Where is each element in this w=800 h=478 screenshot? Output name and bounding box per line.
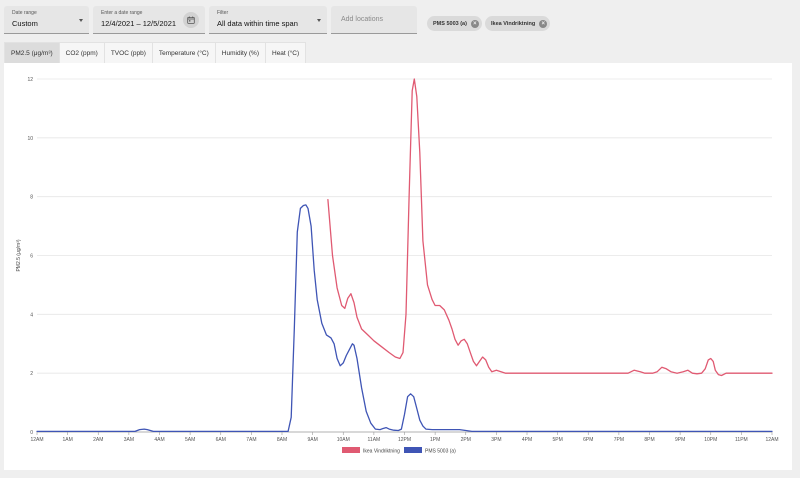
x-tick-label: 9PM — [675, 437, 685, 443]
y-axis-label: PM2.5 (μg/m³) — [16, 239, 22, 271]
date-range-input[interactable]: Enter a date range 12/4/2021 – 12/5/2021 — [93, 6, 205, 34]
filter-label: Filter — [217, 10, 229, 16]
y-tick-label: 2 — [30, 371, 33, 377]
metric-tabs: PM2.5 (μg/m³) CO2 (ppm) TVOC (ppb) Tempe… — [4, 42, 307, 63]
legend-label: PMS 5003 (a) — [425, 449, 456, 455]
tab-tvoc[interactable]: TVOC (ppb) — [103, 42, 153, 63]
x-tick-label: 8PM — [644, 437, 654, 443]
date-input-label: Enter a date range — [101, 10, 143, 16]
x-tick-label: 9AM — [307, 437, 317, 443]
chevron-down-icon — [79, 19, 83, 22]
y-tick-label: 0 — [30, 430, 33, 436]
date-range-value: Custom — [12, 19, 38, 28]
y-tick-label: 6 — [30, 254, 33, 260]
x-tick-label: 12PM — [398, 437, 411, 443]
date-input-value: 12/4/2021 – 12/5/2021 — [101, 19, 177, 28]
x-tick-label: 5PM — [552, 437, 562, 443]
tab-pm25[interactable]: PM2.5 (μg/m³) — [4, 42, 60, 63]
y-tick-label: 8 — [30, 195, 33, 201]
x-tick-label: 2AM — [93, 437, 103, 443]
close-icon[interactable]: × — [470, 19, 479, 28]
x-tick-label: 6PM — [583, 437, 593, 443]
chevron-down-icon — [317, 19, 321, 22]
x-tick-label: 11PM — [735, 437, 748, 443]
calendar-icon[interactable] — [183, 12, 199, 28]
x-tick-label: 12AM — [30, 437, 43, 443]
legend-swatch — [342, 447, 360, 453]
x-tick-label: 7PM — [614, 437, 624, 443]
x-tick-label: 10PM — [704, 437, 717, 443]
chip-label: PMS 5003 (a) — [433, 20, 467, 27]
x-tick-label: 5AM — [185, 437, 195, 443]
y-tick-label: 12 — [27, 77, 33, 83]
y-tick-label: 10 — [27, 136, 33, 142]
chip-label: Ikea Vindriktning — [491, 20, 536, 27]
x-tick-label: 10AM — [337, 437, 350, 443]
tab-humidity[interactable]: Humidity (%) — [214, 42, 266, 63]
x-tick-label: 3AM — [124, 437, 134, 443]
pm25-line-chart: 0 2 4 6 8 10 12 12AM 1AM 2AM 3AM 4AM 5AM 6AM 7AM 8AM 9AM… — [16, 77, 779, 455]
x-tick-label: 6AM — [216, 437, 226, 443]
tab-heat[interactable]: Heat (°C) — [265, 42, 307, 63]
x-tick-label: 12AM — [765, 437, 778, 443]
x-tick-label: 1AM — [62, 437, 72, 443]
x-tick-label: 3PM — [491, 437, 501, 443]
series-line-1 — [36, 204, 773, 433]
location-chip[interactable]: Ikea Vindriktning × — [485, 16, 551, 31]
filter-value: All data within time span — [217, 19, 298, 28]
y-tick-label: 4 — [30, 312, 33, 318]
date-range-select[interactable]: Date range Custom — [4, 6, 89, 34]
filter-select[interactable]: Filter All data within time span — [209, 6, 327, 34]
x-tick-label: 4PM — [522, 437, 532, 443]
x-tick-label: 11AM — [368, 437, 381, 443]
date-range-label: Date range — [12, 10, 37, 16]
tab-temperature[interactable]: Temperature (°C) — [151, 42, 216, 63]
x-tick-label: 4AM — [154, 437, 164, 443]
x-tick-label: 2PM — [461, 437, 471, 443]
close-icon[interactable]: × — [539, 19, 548, 28]
x-tick-label: 7AM — [246, 437, 256, 443]
tab-co2[interactable]: CO2 (ppm) — [58, 42, 105, 63]
x-tick-label: 8AM — [277, 437, 287, 443]
series-line-0 — [327, 78, 773, 377]
legend-swatch — [404, 447, 422, 453]
location-chip[interactable]: PMS 5003 (a) × — [427, 16, 482, 31]
x-tick-label: 1PM — [430, 437, 440, 443]
locations-input[interactable]: Add locations — [331, 6, 417, 34]
chart-panel: 0 2 4 6 8 10 12 12AM 1AM 2AM 3AM 4AM 5AM 6AM 7AM 8AM 9AM… — [4, 63, 792, 470]
legend-label: Ikea Vindriktning — [363, 449, 400, 455]
